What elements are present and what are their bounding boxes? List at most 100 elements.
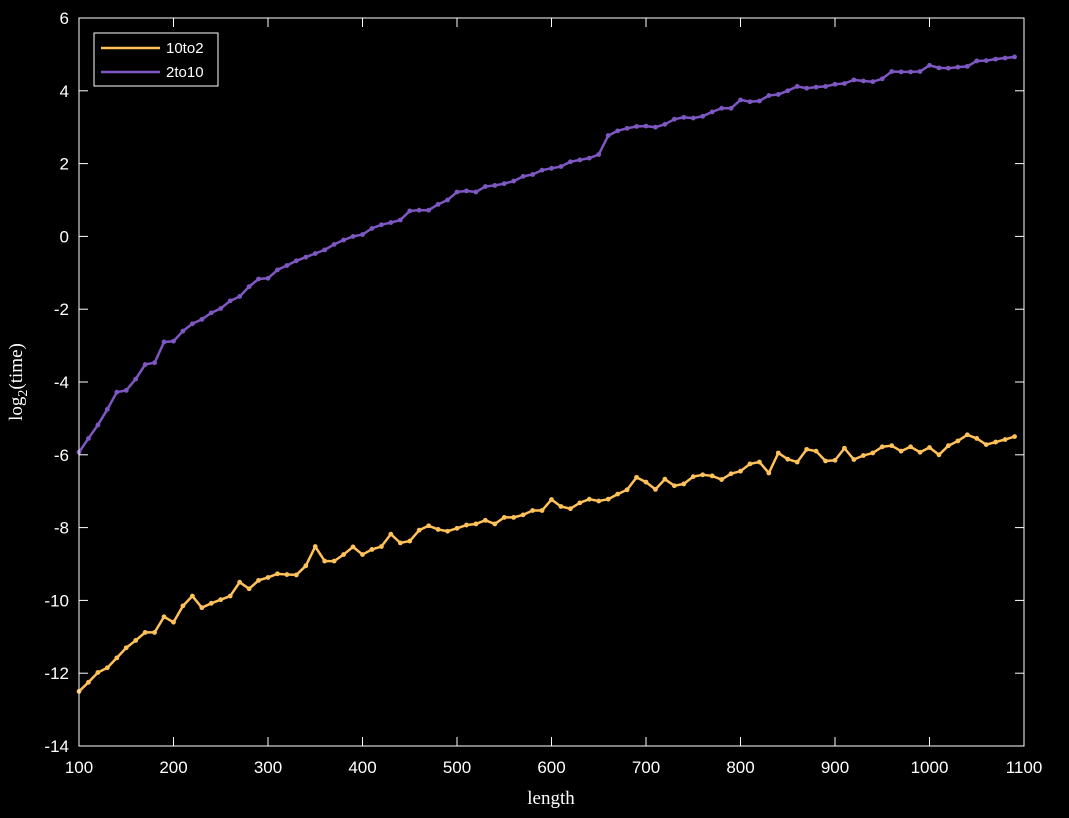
x-tick-label: 400 bbox=[348, 758, 376, 777]
data-point-2to10 bbox=[946, 65, 951, 71]
data-point-10to2 bbox=[766, 470, 772, 476]
data-point-2to10 bbox=[237, 294, 243, 299]
y-tick-label: 6 bbox=[60, 9, 69, 28]
data-point-10to2 bbox=[577, 500, 583, 506]
data-point-2to10 bbox=[586, 155, 592, 161]
data-point-10to2 bbox=[208, 600, 214, 606]
data-point-10to2 bbox=[917, 449, 923, 455]
data-point-10to2 bbox=[341, 552, 346, 557]
x-tick-label: 100 bbox=[65, 758, 93, 777]
data-point-2to10 bbox=[889, 69, 895, 74]
data-point-10to2 bbox=[719, 477, 724, 482]
data-point-10to2 bbox=[388, 531, 394, 537]
y-axis-title-subscript: 2 bbox=[16, 390, 31, 397]
data-point-10to2 bbox=[464, 522, 469, 528]
data-point-10to2 bbox=[624, 487, 630, 493]
data-point-2to10 bbox=[208, 310, 214, 316]
data-point-10to2 bbox=[993, 439, 999, 445]
data-point-2to10 bbox=[860, 78, 866, 84]
data-point-10to2 bbox=[908, 444, 913, 450]
data-point-10to2 bbox=[860, 453, 866, 458]
data-point-2to10 bbox=[624, 125, 630, 131]
data-point-2to10 bbox=[341, 237, 346, 243]
data-point-2to10 bbox=[152, 360, 158, 366]
data-point-2to10 bbox=[643, 123, 649, 129]
data-point-10to2 bbox=[634, 474, 639, 480]
data-point-2to10 bbox=[804, 85, 810, 91]
data-point-10to2 bbox=[350, 544, 356, 550]
data-point-10to2 bbox=[879, 444, 885, 450]
data-point-10to2 bbox=[445, 528, 450, 534]
data-point-10to2 bbox=[823, 458, 828, 464]
data-point-2to10 bbox=[936, 65, 942, 71]
data-point-2to10 bbox=[794, 84, 800, 89]
data-point-10to2 bbox=[709, 473, 715, 479]
data-point-10to2 bbox=[142, 630, 148, 635]
y-tick-label: -12 bbox=[44, 664, 69, 683]
data-point-2to10 bbox=[407, 208, 413, 214]
data-point-2to10 bbox=[974, 58, 980, 64]
data-point-10to2 bbox=[690, 474, 696, 480]
data-point-2to10 bbox=[520, 173, 526, 179]
data-point-10to2 bbox=[322, 558, 328, 564]
data-point-10to2 bbox=[520, 512, 526, 518]
data-point-2to10 bbox=[426, 207, 432, 213]
legend-label-10to2: 10to2 bbox=[166, 40, 204, 57]
data-point-10to2 bbox=[946, 443, 951, 449]
data-point-2to10 bbox=[246, 284, 252, 290]
plot-frame bbox=[78, 17, 1025, 747]
data-point-2to10 bbox=[492, 183, 498, 188]
data-point-2to10 bbox=[360, 232, 365, 237]
y-tick-label: -8 bbox=[54, 519, 69, 538]
data-point-10to2 bbox=[95, 670, 101, 675]
data-point-2to10 bbox=[104, 406, 110, 412]
data-point-2to10 bbox=[709, 109, 715, 115]
data-point-10to2 bbox=[454, 525, 460, 531]
data-point-10to2 bbox=[549, 497, 554, 502]
data-point-10to2 bbox=[671, 483, 677, 489]
data-point-2to10 bbox=[870, 79, 876, 85]
data-point-2to10 bbox=[568, 159, 573, 165]
data-point-2to10 bbox=[275, 267, 280, 273]
data-point-10to2 bbox=[851, 457, 857, 462]
data-point-2to10 bbox=[813, 84, 819, 90]
data-point-10to2 bbox=[426, 523, 432, 529]
data-point-2to10 bbox=[842, 81, 847, 86]
data-point-10to2 bbox=[747, 461, 753, 467]
data-point-2to10 bbox=[284, 263, 290, 268]
data-point-10to2 bbox=[312, 544, 318, 549]
data-point-10to2 bbox=[927, 445, 932, 450]
x-tick-label: 300 bbox=[254, 758, 282, 777]
data-point-10to2 bbox=[681, 481, 687, 487]
data-point-10to2 bbox=[615, 491, 621, 497]
data-point-10to2 bbox=[303, 563, 309, 569]
data-point-2to10 bbox=[142, 362, 148, 367]
data-point-10to2 bbox=[416, 527, 422, 533]
data-point-10to2 bbox=[700, 472, 706, 478]
data-point-10to2 bbox=[596, 498, 602, 504]
data-point-2to10 bbox=[501, 181, 507, 187]
data-point-2to10 bbox=[435, 201, 441, 207]
data-point-2to10 bbox=[738, 97, 743, 103]
data-point-10to2 bbox=[379, 544, 384, 549]
data-point-10to2 bbox=[936, 452, 942, 458]
y-tick-label: -6 bbox=[54, 446, 69, 465]
data-point-10to2 bbox=[171, 619, 176, 625]
data-point-10to2 bbox=[728, 471, 734, 477]
data-point-2to10 bbox=[983, 58, 989, 63]
data-point-2to10 bbox=[766, 93, 772, 98]
data-point-10to2 bbox=[284, 572, 290, 577]
data-point-2to10 bbox=[851, 77, 857, 83]
data-point-2to10 bbox=[322, 247, 328, 253]
data-point-2to10 bbox=[227, 298, 233, 304]
data-point-10to2 bbox=[955, 438, 961, 444]
data-point-10to2 bbox=[832, 457, 838, 463]
plot-area bbox=[79, 18, 1024, 746]
data-point-2to10 bbox=[369, 225, 375, 231]
data-point-2to10 bbox=[577, 157, 583, 163]
data-point-10to2 bbox=[133, 638, 139, 643]
data-point-10to2 bbox=[1012, 434, 1017, 439]
data-point-10to2 bbox=[813, 448, 819, 454]
y-tick-label: 4 bbox=[60, 82, 69, 101]
data-point-10to2 bbox=[889, 443, 895, 449]
